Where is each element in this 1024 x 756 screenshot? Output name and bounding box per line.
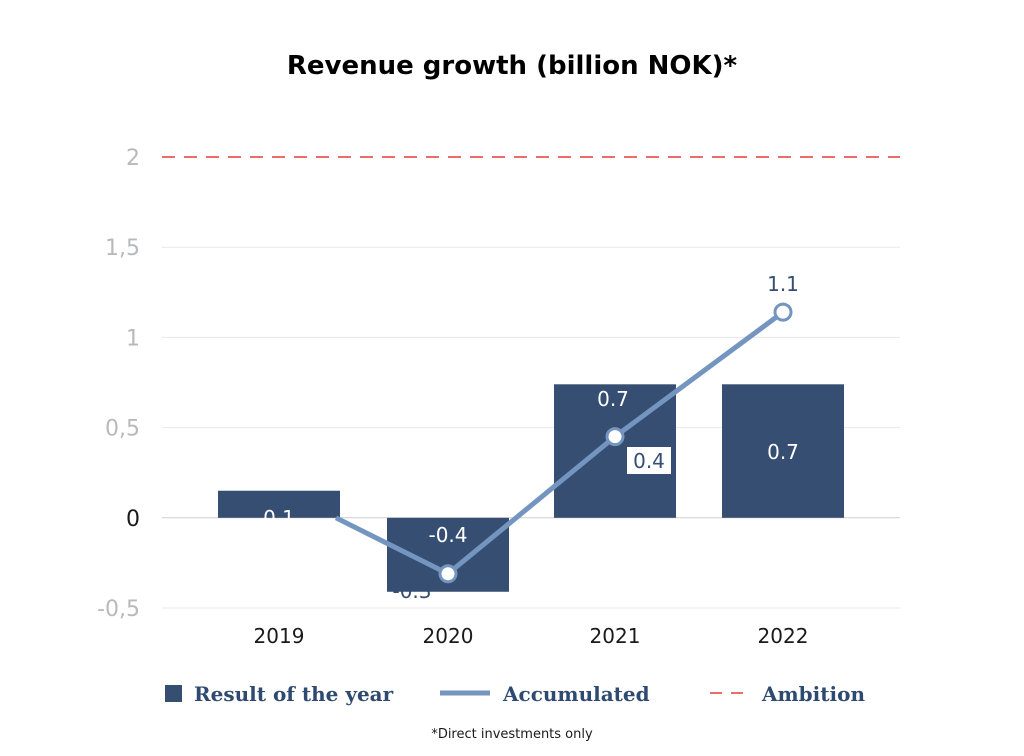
- legend: Result of the year Accumulated Ambition: [165, 682, 865, 706]
- x-axis-categories: 2019 2020 2021 2022: [254, 624, 809, 648]
- bar-label-2022: 0.7: [767, 440, 799, 464]
- accumulated-point-2021: [605, 427, 625, 447]
- y-tick-label-4: 1,5: [105, 236, 140, 261]
- accumulated-label-2021: 0.4: [633, 449, 665, 473]
- accumulated-label-2022: 1.1: [767, 272, 799, 296]
- chart-title: Revenue growth (billion NOK)*: [287, 51, 738, 81]
- x-tick-label-2020: 2020: [423, 624, 474, 648]
- line-accumulated: -0.3 0.4 1.1: [334, 272, 799, 603]
- grid-lines: [162, 156, 900, 609]
- bar-label-2019: 0.1: [263, 506, 295, 530]
- accumulated-label-2020: -0.3: [392, 579, 431, 603]
- legend-result-swatch: [165, 685, 182, 702]
- legend-ambition-label: Ambition: [761, 682, 865, 706]
- bar-2022: [722, 384, 844, 518]
- legend-result-label: Result of the year: [194, 682, 394, 706]
- accumulated-point-2022: [773, 302, 793, 322]
- y-tick-label-2: 0,5: [105, 417, 140, 442]
- legend-accumulated-label: Accumulated: [502, 682, 650, 706]
- bar-label-2020: -0.4: [428, 523, 467, 547]
- y-tick-label-3: 1: [126, 326, 140, 351]
- bars-result-of-the-year: 0.1 -0.4 0.7 0.7: [218, 384, 844, 592]
- y-axis-ticks: -0,5 0 0,5 1 1,5 2: [97, 146, 140, 622]
- x-tick-label-2019: 2019: [254, 624, 305, 648]
- y-tick-label-1: 0: [126, 507, 140, 532]
- y-tick-label-5: 2: [126, 146, 140, 171]
- bar-2019: [218, 490, 340, 518]
- accumulated-point-2020: [438, 564, 458, 584]
- y-tick-label-0: -0,5: [97, 597, 140, 622]
- x-tick-label-2022: 2022: [758, 624, 809, 648]
- accumulated-label-2021-box: [627, 447, 671, 474]
- bar-label-2021: 0.7: [597, 387, 629, 411]
- footnote: *Direct investments only: [431, 727, 593, 742]
- x-tick-label-2021: 2021: [590, 624, 641, 648]
- accumulated-line-path: [334, 310, 785, 577]
